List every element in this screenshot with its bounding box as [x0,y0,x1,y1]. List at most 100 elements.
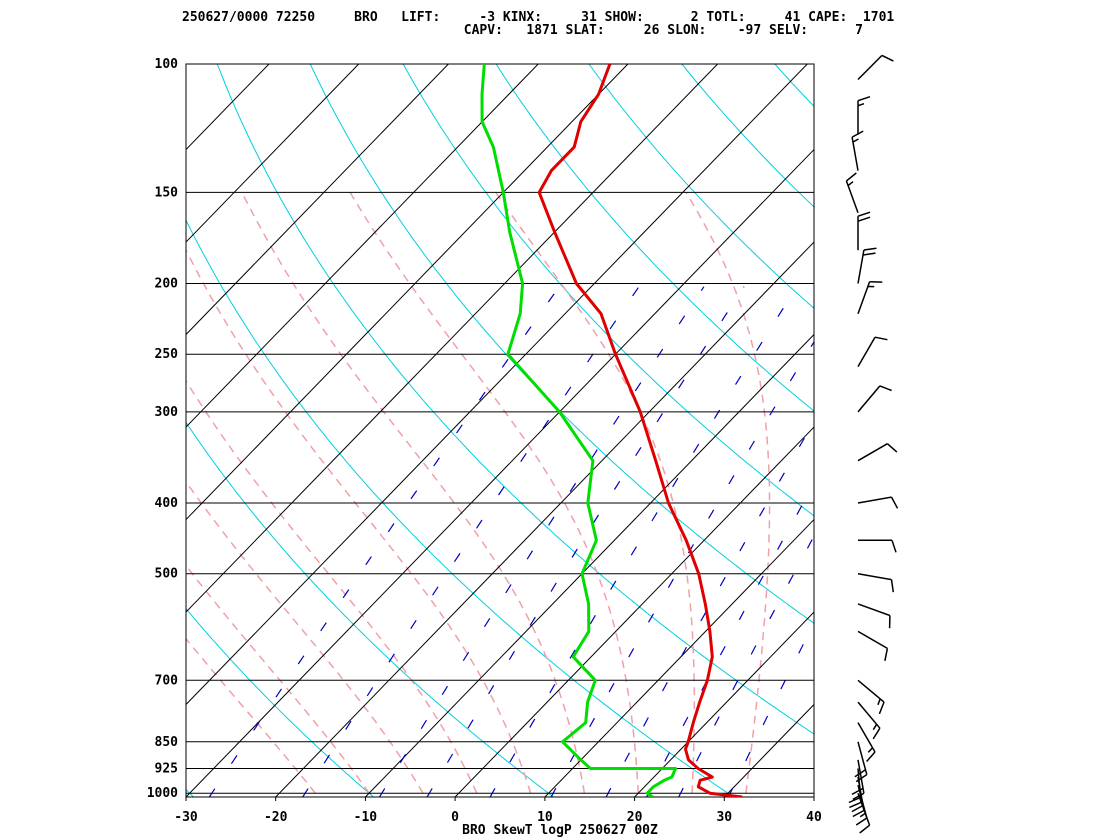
wind-barb-flag [859,824,871,834]
mixing-ratio-line [302,286,640,797]
wind-barb-half-flag [852,138,859,143]
wind-barb-flag [862,252,876,256]
wind-barb [857,281,883,314]
wind-barb-flag [854,769,866,778]
wind-barb-staff [857,630,888,650]
wind-barb [857,54,894,81]
pressure-tick-label: 250 [155,347,179,362]
mixing-ratio-line [489,286,798,797]
dry-adiabat-line [216,64,814,735]
dry-adiabat-line [186,607,374,797]
wind-barb [858,539,897,553]
wind-barb-flag [866,751,876,762]
pressure-tick-label: 700 [155,673,179,688]
pressure-tick-label: 925 [155,762,178,777]
wind-barb [857,630,889,661]
wind-barb-flag [852,792,865,801]
dry-adiabat-line [868,64,1120,797]
wind-barb-flag [886,443,898,453]
isotherm-line [186,148,814,797]
isotherm-line [275,241,814,797]
temperature-tick-label: 10 [537,810,553,825]
moist-adiabat-line [186,248,532,794]
isotherm-line [544,518,814,797]
isotherm-line [186,64,808,706]
dry-adiabat-line [681,64,814,208]
wind-barb [857,336,888,367]
pressure-tick-label: 500 [155,567,179,582]
wind-barb [857,443,898,462]
dry-adiabat-line [961,64,1120,797]
wind-barb [854,741,868,783]
mixing-ratio-line [605,420,814,797]
wind-barb-half-flag [872,723,878,731]
isotherm-line [186,64,718,613]
wind-barb [857,211,871,251]
wind-barb-half-flag [847,181,854,187]
wind-barb-flag [872,727,881,740]
moist-adiabat-line [241,192,586,794]
temperature-profile [537,64,743,797]
wind-barb-staff [851,136,859,171]
dry-adiabat-line [186,219,734,797]
dewpoint-profile [480,64,678,797]
wind-barb [857,385,892,413]
wind-barb-staff [857,443,888,462]
pressure-tick-label: 150 [155,185,179,200]
wind-barb [857,679,885,715]
wind-barb [857,572,895,593]
wind-barb-half-flag [867,747,874,753]
wind-barb-staff [857,759,865,794]
temperature-tick-label: 20 [627,810,643,825]
isotherm-line [723,703,814,797]
temperature-tick-label: 40 [806,810,822,825]
isotherm-line [454,426,814,797]
wind-barb-staff [857,54,883,81]
sounding-header-line2: CAPV: 1871 SLAT: 26 SLON: -97 SELV: 7 [182,23,863,38]
dry-adiabat-line [402,64,814,517]
isotherm-line [186,64,539,428]
isotherm-line [813,796,814,797]
wind-barb [851,130,864,171]
wind-barb-staff [857,281,871,314]
wind-barb-flag [852,809,865,818]
wind-barb-staff [857,701,881,729]
wind-barb-staff [857,572,892,581]
moist-adiabat-line [186,379,478,794]
mixing-ratio-line [646,482,814,797]
isotherm-line [186,64,449,336]
wind-barb-staff [857,722,876,753]
moist-adiabat-line [349,192,639,794]
wind-barb-flag [851,787,864,796]
mixing-ratio-line [678,535,814,797]
wind-barb-flag [848,796,861,804]
temperature-tick-label: -10 [354,810,378,825]
pressure-tick-label: 1000 [147,786,178,801]
wind-barb-staff [857,741,868,775]
pressure-tick-label: 100 [155,57,179,72]
wind-barb-flag [878,701,885,715]
wind-barb-half-flag [859,812,866,818]
wind-barb-flag [884,648,889,661]
wind-barb-flag [874,336,888,341]
mixing-ratio-line [550,340,814,797]
wind-barb-staff [857,496,892,504]
pressure-tick-label: 400 [155,496,179,511]
isotherm-line [634,611,814,797]
wind-barb-flag [890,496,899,509]
moist-adiabat-line [186,564,370,794]
wind-barb [857,603,891,629]
mixing-ratio-line [208,286,560,797]
wind-barb [857,722,876,762]
pressure-tick-label: 300 [155,405,179,420]
dry-adiabat-line [495,64,814,412]
wind-barb-staff [845,180,859,214]
wind-barb [857,95,871,135]
isotherm-line [0,64,179,797]
wind-barb-flag [879,385,892,392]
moist-adiabat-line [685,192,771,794]
dry-adiabat-line [774,64,814,108]
wind-barb-flag [849,801,862,809]
wind-barb-flag [855,773,868,783]
moist-adiabat-line [186,637,316,794]
